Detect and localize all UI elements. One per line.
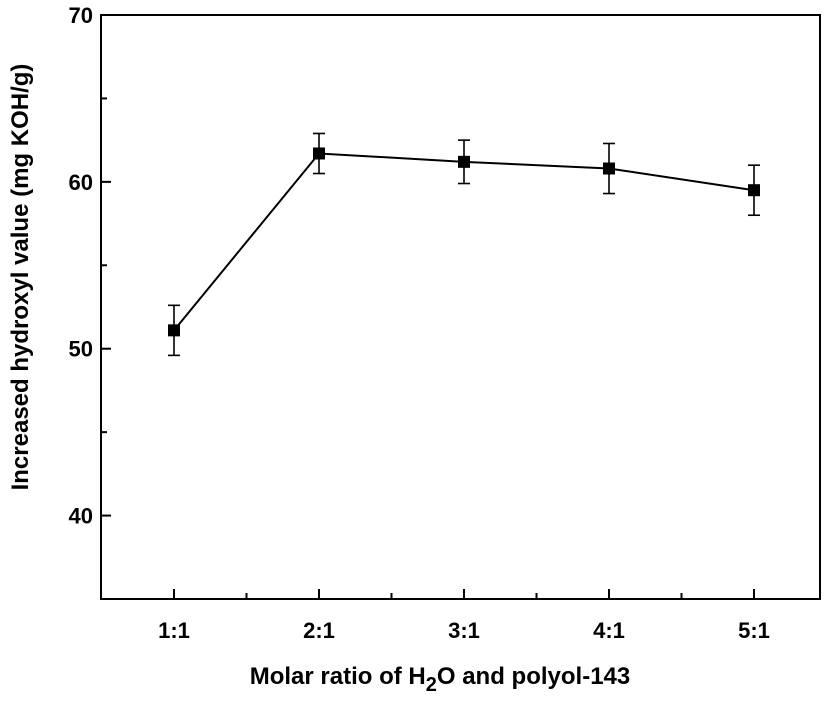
x-tick-label: 4:1	[593, 618, 625, 643]
x-axis-title: Molar ratio of H2O and polyol-143	[250, 663, 631, 696]
x-axis: 1:1 2:1 3:1 4:1 5:1	[158, 589, 770, 643]
x-tick-label: 2:1	[303, 618, 335, 643]
x-tick-label: 5:1	[738, 618, 770, 643]
x-tick-label: 3:1	[448, 618, 480, 643]
y-axis: 40 50 60 70	[69, 3, 111, 529]
data-point-marker	[168, 324, 180, 337]
data-point-marker	[748, 184, 760, 197]
x-axis-title-part-2: O and polyol-143	[437, 663, 630, 690]
data-point-marker	[313, 147, 325, 160]
data-point-marker	[603, 162, 615, 175]
y-tick-label: 60	[69, 170, 93, 195]
plot-frame	[100, 14, 821, 600]
y-tick-label: 40	[69, 504, 93, 529]
y-tick-label: 50	[69, 337, 93, 362]
x-axis-title-part-1: Molar ratio of H	[250, 663, 426, 690]
data-point-marker	[458, 155, 470, 168]
x-axis-title-subscript: 2	[426, 674, 437, 696]
x-tick-label: 1:1	[158, 618, 190, 643]
series-group	[168, 132, 760, 357]
y-axis-title: Increased hydroxyl value (mg KOH/g)	[7, 64, 34, 491]
y-tick-label: 70	[69, 3, 93, 28]
